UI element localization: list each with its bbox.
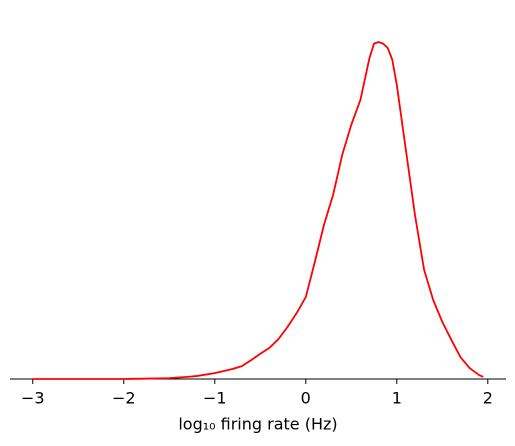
x-axis-label: log₁₀ firing rate (Hz)	[178, 415, 337, 434]
x-tick-label: −3	[21, 389, 45, 408]
x-tick-label: −1	[203, 389, 227, 408]
x-tick-label: 1	[392, 389, 402, 408]
x-tick-label: 0	[301, 389, 311, 408]
x-tick-label: −2	[112, 389, 136, 408]
x-tick-label: 2	[483, 389, 493, 408]
density-line	[32, 41, 484, 380]
